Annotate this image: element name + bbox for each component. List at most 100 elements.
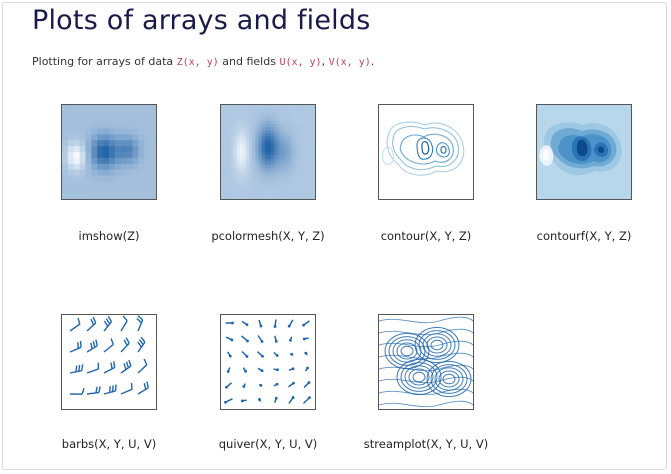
pcolormesh-cell bbox=[230, 114, 234, 118]
pcolormesh-cell bbox=[230, 108, 234, 112]
pcolormesh-thumbnail[interactable] bbox=[220, 104, 316, 200]
imshow-pixel bbox=[138, 116, 145, 123]
imshow-pixel bbox=[73, 110, 80, 118]
pcolormesh-cell bbox=[230, 148, 234, 153]
pcolormesh-cell bbox=[274, 148, 278, 153]
pcolormesh-cell bbox=[233, 158, 237, 162]
pcolormesh-cell bbox=[268, 186, 272, 190]
pcolormesh-cell bbox=[271, 120, 275, 125]
pcolormesh-cell bbox=[274, 189, 278, 194]
pcolormesh-cell bbox=[302, 173, 306, 178]
imshow-pixel bbox=[79, 181, 86, 188]
pcolormesh-cell bbox=[258, 155, 263, 159]
pcolormesh-cell bbox=[255, 180, 259, 184]
pcolormesh-cell bbox=[302, 155, 306, 159]
pcolormesh-cell bbox=[299, 133, 303, 137]
pcolormesh-cell bbox=[261, 152, 266, 156]
pcolormesh-cell bbox=[246, 152, 250, 156]
pcolormesh-cell bbox=[268, 152, 272, 156]
gallery-item-caption[interactable]: barbs(X, Y, U, V) bbox=[61, 437, 157, 451]
gallery-item-caption[interactable]: contourf(X, Y, Z) bbox=[536, 229, 632, 243]
pcolormesh-cell bbox=[283, 183, 288, 187]
imshow-pixel bbox=[138, 157, 145, 165]
pcolormesh-cell bbox=[293, 167, 297, 172]
pcolormesh-cell bbox=[227, 123, 231, 128]
imshow-pixel bbox=[126, 175, 133, 182]
pcolormesh-cell bbox=[221, 114, 225, 118]
streamplot-thumbnail[interactable] bbox=[378, 314, 474, 410]
contourf-thumbnail[interactable] bbox=[536, 104, 632, 200]
pcolormesh-cell bbox=[302, 136, 306, 140]
imshow-pixel bbox=[97, 152, 104, 159]
quiver-arrow bbox=[289, 336, 293, 342]
pcolormesh-cell bbox=[227, 192, 231, 197]
pcolormesh-cell bbox=[302, 120, 306, 125]
pcolormesh-cell bbox=[242, 120, 247, 125]
pcolormesh-cell bbox=[311, 167, 315, 172]
pcolormesh-cell bbox=[277, 123, 281, 128]
pcolormesh-cell bbox=[261, 105, 266, 109]
gallery-item-caption[interactable]: imshow(Z) bbox=[78, 229, 140, 243]
pcolormesh-cell bbox=[233, 152, 237, 156]
imshow-pixel bbox=[114, 169, 122, 176]
gallery-item-caption[interactable]: quiver(X, Y, U, V) bbox=[218, 437, 318, 451]
pcolormesh-cell bbox=[227, 177, 231, 181]
pcolormesh-cell bbox=[268, 120, 272, 125]
imshow-pixel bbox=[91, 193, 98, 199]
pcolormesh-cell bbox=[261, 114, 266, 118]
pcolormesh-cell bbox=[293, 117, 297, 121]
pcolormesh-cell bbox=[283, 189, 288, 194]
pcolormesh-cell bbox=[274, 167, 278, 172]
pcolormesh-cell bbox=[249, 170, 253, 175]
pcolormesh-cell bbox=[274, 111, 278, 115]
gallery-item-caption[interactable]: pcolormesh(X, Y, Z) bbox=[211, 229, 325, 243]
gallery-item-caption[interactable]: streamplot(X, Y, U, V) bbox=[363, 437, 489, 451]
pcolormesh-cell bbox=[239, 177, 244, 181]
imshow-thumbnail[interactable] bbox=[61, 104, 157, 200]
pcolormesh-cell bbox=[239, 192, 244, 197]
pcolormesh-cell bbox=[305, 177, 310, 181]
pcolormesh-cell bbox=[271, 148, 275, 153]
pcolormesh-cell bbox=[283, 195, 288, 199]
barbs-thumbnail[interactable] bbox=[61, 314, 157, 410]
pcolormesh-cell bbox=[277, 130, 281, 134]
pcolormesh-cell bbox=[271, 142, 275, 147]
pcolormesh-cell bbox=[230, 117, 234, 121]
pcolormesh-cell bbox=[255, 126, 259, 131]
pcolormesh-cell bbox=[242, 145, 247, 150]
pcolormesh-cell bbox=[239, 189, 244, 194]
pcolormesh-cell bbox=[302, 105, 306, 109]
pcolormesh-cell bbox=[302, 108, 306, 112]
pcolormesh-cell bbox=[302, 161, 306, 165]
barb-glyph bbox=[86, 362, 100, 374]
pcolormesh-cell bbox=[261, 130, 266, 134]
pcolormesh-cell bbox=[308, 192, 313, 197]
pcolormesh-cell bbox=[268, 167, 272, 172]
pcolormesh-cell bbox=[236, 130, 241, 134]
quiver-thumbnail[interactable] bbox=[220, 314, 316, 410]
gallery-item-caption[interactable]: contour(X, Y, Z) bbox=[380, 229, 472, 243]
imshow-pixel bbox=[132, 157, 139, 165]
pcolormesh-cell bbox=[268, 142, 272, 147]
pcolormesh-cell bbox=[280, 173, 284, 178]
imshow-pixel bbox=[79, 152, 86, 159]
pcolormesh-cell bbox=[308, 123, 313, 128]
pcolormesh-cell bbox=[293, 161, 297, 165]
pcolormesh-cell bbox=[249, 173, 253, 178]
pcolormesh-cell bbox=[271, 126, 275, 131]
pcolormesh-cell bbox=[239, 155, 244, 159]
pcolormesh-cell bbox=[293, 195, 297, 199]
pcolormesh-cell bbox=[277, 148, 281, 153]
pcolormesh-cell bbox=[230, 189, 234, 194]
pcolormesh-cell bbox=[264, 136, 269, 140]
imshow-pixel bbox=[109, 187, 116, 194]
pcolormesh-cell bbox=[302, 180, 306, 184]
pcolormesh-cell bbox=[274, 130, 278, 134]
pcolormesh-cell bbox=[286, 117, 291, 121]
pcolormesh-cell bbox=[268, 133, 272, 137]
pcolormesh-cell bbox=[227, 164, 231, 168]
pcolormesh-cell bbox=[233, 126, 237, 131]
pcolormesh-cell bbox=[271, 161, 275, 165]
imshow-pixel bbox=[150, 146, 156, 153]
contour-thumbnail[interactable] bbox=[378, 104, 474, 200]
